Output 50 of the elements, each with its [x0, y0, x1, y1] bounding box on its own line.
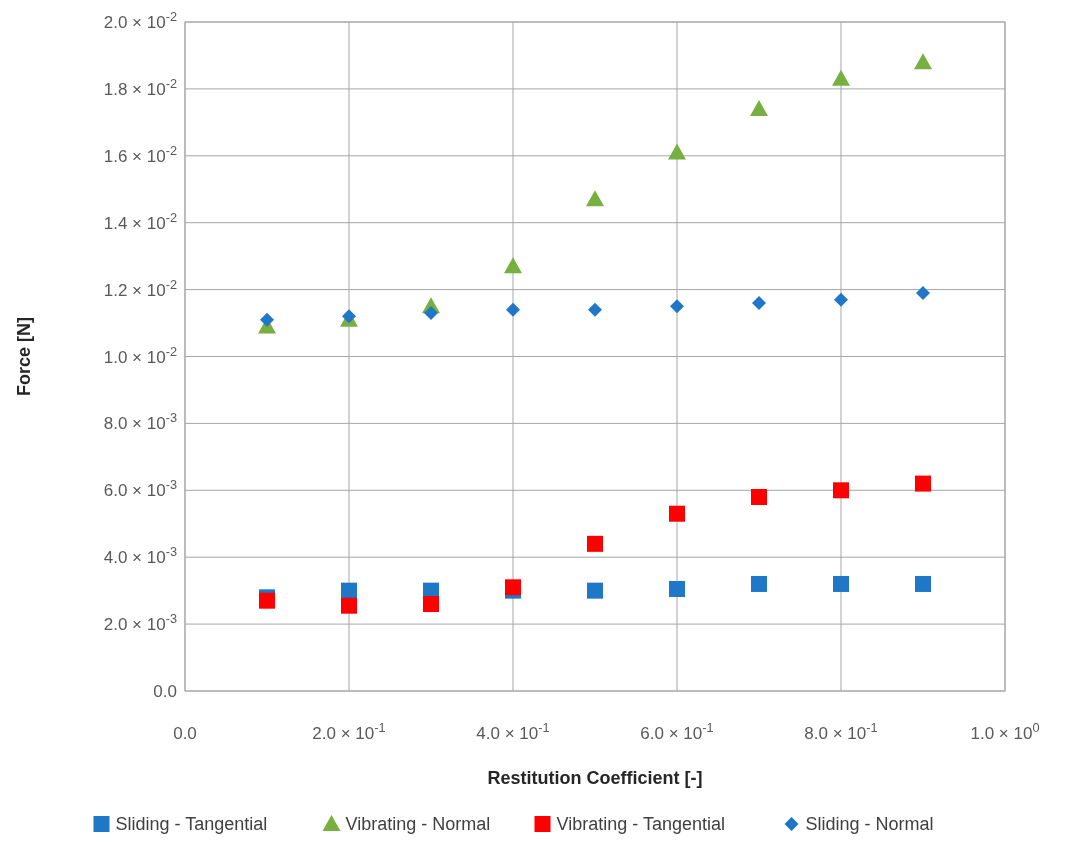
legend-label: Vibrating - Normal [345, 814, 491, 834]
x-axis-title: Restitution Coefficient [-] [487, 768, 703, 788]
point [832, 69, 850, 86]
y-tick-label: 0.0 [153, 682, 177, 701]
y-tick-label: 2.0 × 10$^{-3}$ [103, 610, 177, 635]
point [833, 482, 849, 499]
point [751, 575, 767, 592]
y-tick-label: 4.0 × 10$^{-3}$ [103, 543, 177, 568]
x-tick-label: 6.0 × 10$^{-1}$ [640, 719, 714, 743]
x-tick-label: 8.0 × 10$^{-1}$ [804, 719, 878, 743]
y-tick-label: 2.0 × 10$^{-2}$ [103, 8, 177, 32]
x-tick-label: 0.0 [173, 724, 197, 743]
point [587, 535, 603, 552]
x-tick-label: 1.0 × 10$^{0}$ [970, 719, 1040, 743]
point [506, 302, 520, 317]
point [833, 575, 849, 592]
point [341, 582, 357, 599]
point [751, 488, 767, 505]
x-tick-label: 2.0 × 10$^{-1}$ [312, 719, 386, 743]
point [750, 99, 768, 116]
legend-label: Vibrating - Tangential [556, 814, 725, 834]
y-tick-label: 8.0 × 10$^{-3}$ [103, 409, 177, 434]
point [504, 257, 522, 274]
point [914, 53, 932, 70]
y-axis-title: Force [N] [14, 316, 34, 397]
point [916, 285, 930, 300]
point [669, 505, 685, 522]
point [670, 299, 684, 314]
point [260, 312, 274, 327]
point [424, 306, 438, 321]
point [587, 582, 603, 599]
y-tick-label: 1.2 × 10$^{-2}$ [103, 276, 177, 300]
point [341, 597, 357, 614]
y-tick-label: 1.8 × 10$^{-2}$ [103, 75, 177, 99]
y-tick-label: 1.4 × 10$^{-2}$ [103, 209, 177, 233]
point [834, 292, 848, 307]
x-tick-label: 4.0 × 10$^{-1}$ [476, 719, 550, 743]
point [423, 596, 439, 613]
y-tick-label: 1.6 × 10$^{-2}$ [103, 142, 177, 166]
point [752, 295, 766, 310]
point [588, 302, 602, 317]
point [668, 143, 686, 160]
legend-label: Sliding - Tangential [115, 814, 268, 834]
y-tick-label: 6.0 × 10$^{-3}$ [103, 476, 177, 501]
point [586, 190, 604, 207]
point [915, 575, 931, 592]
point [915, 475, 931, 492]
point [669, 580, 685, 597]
legend-label: Sliding - Normal [805, 814, 934, 834]
y-tick-label: 1.0 × 10$^{-2}$ [103, 343, 177, 367]
